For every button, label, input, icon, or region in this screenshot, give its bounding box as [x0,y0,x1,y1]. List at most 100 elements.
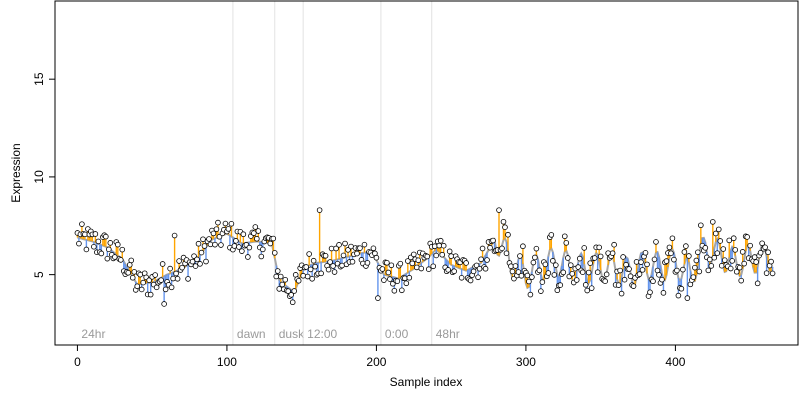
data-point [576,255,583,262]
data-point [550,258,556,264]
data-point [532,254,538,261]
data-point [128,257,135,264]
data-point [526,278,532,285]
data-point [445,267,451,273]
data-point [381,277,387,283]
data-point [747,242,753,249]
data-point [618,290,625,297]
data-point [518,272,525,279]
data-point [527,291,534,298]
data-point [270,235,277,242]
data-point [170,275,176,282]
marker-label: 0:00 [385,327,409,341]
data-point [730,235,737,242]
data-point [405,258,411,264]
data-point [693,257,700,264]
data-point [706,256,713,263]
x-axis: 0 100 200 300 400 [74,344,686,369]
data-point [364,260,371,266]
data-point [306,251,312,257]
data-point [216,233,223,240]
data-point [370,245,377,252]
y-tick-label: 10 [32,170,46,184]
data-point [473,262,480,269]
data-point [291,288,297,294]
data-point [138,286,145,293]
time-markers: 24hr dawn dusk 12:00 0:00 48hr [81,1,460,345]
data-point [515,269,522,275]
data-point [246,244,253,251]
data-point [267,240,274,247]
data-point [470,268,477,275]
data-point [509,268,516,275]
data-point [114,241,121,248]
data-point [736,264,743,271]
data-point [79,221,85,227]
data-point [591,255,598,261]
data-point [582,282,589,288]
data-point [318,270,324,277]
data-point [686,253,692,259]
data-point [129,274,136,281]
data-point [754,280,761,287]
data-point [107,240,114,246]
y-axis: 5 10 15 [32,72,56,278]
data-point [95,238,102,245]
data-point [524,272,531,279]
data-point [726,237,733,244]
data-point [644,261,650,268]
data-point [762,244,768,251]
data-point [638,259,644,265]
data-point [288,292,295,298]
data-point [642,249,649,256]
data-point [490,237,496,244]
data-point [168,284,175,291]
data-point [388,262,395,269]
data-point [307,266,314,273]
data-point [331,269,338,275]
data-point [328,245,335,252]
data-point [309,276,315,282]
data-point [448,253,454,259]
x-axis-title: Sample index [390,375,463,389]
data-point [111,254,118,260]
data-point [176,258,182,264]
marker-label: 24hr [81,327,105,341]
data-point [340,252,347,259]
data-point [336,242,342,248]
data-point [433,252,440,259]
data-point [131,269,138,275]
data-point [430,263,437,270]
data-point [325,266,332,273]
data-point [171,232,178,239]
data-point [406,274,413,281]
data-point [718,262,725,269]
data-point [690,274,697,280]
data-point [103,233,109,240]
data-point [482,265,489,272]
data-point [185,276,191,282]
data-point [520,243,526,250]
data-point [647,289,653,296]
data-point [602,278,608,284]
data-point [539,279,546,285]
data-point [702,245,709,251]
data-point [274,268,281,274]
data-point [403,280,410,287]
data-point [611,241,617,248]
data-point [636,271,643,277]
data-point [207,241,214,248]
data-point [201,243,208,249]
data-point [627,273,634,280]
data-point [548,232,555,238]
data-point [733,268,740,275]
data-point [399,287,405,294]
data-point [650,278,656,285]
data-point [402,275,408,282]
data-point [339,262,345,269]
data-point [212,241,218,248]
data-point [195,240,202,247]
data-point [609,250,616,256]
data-point [512,263,519,269]
